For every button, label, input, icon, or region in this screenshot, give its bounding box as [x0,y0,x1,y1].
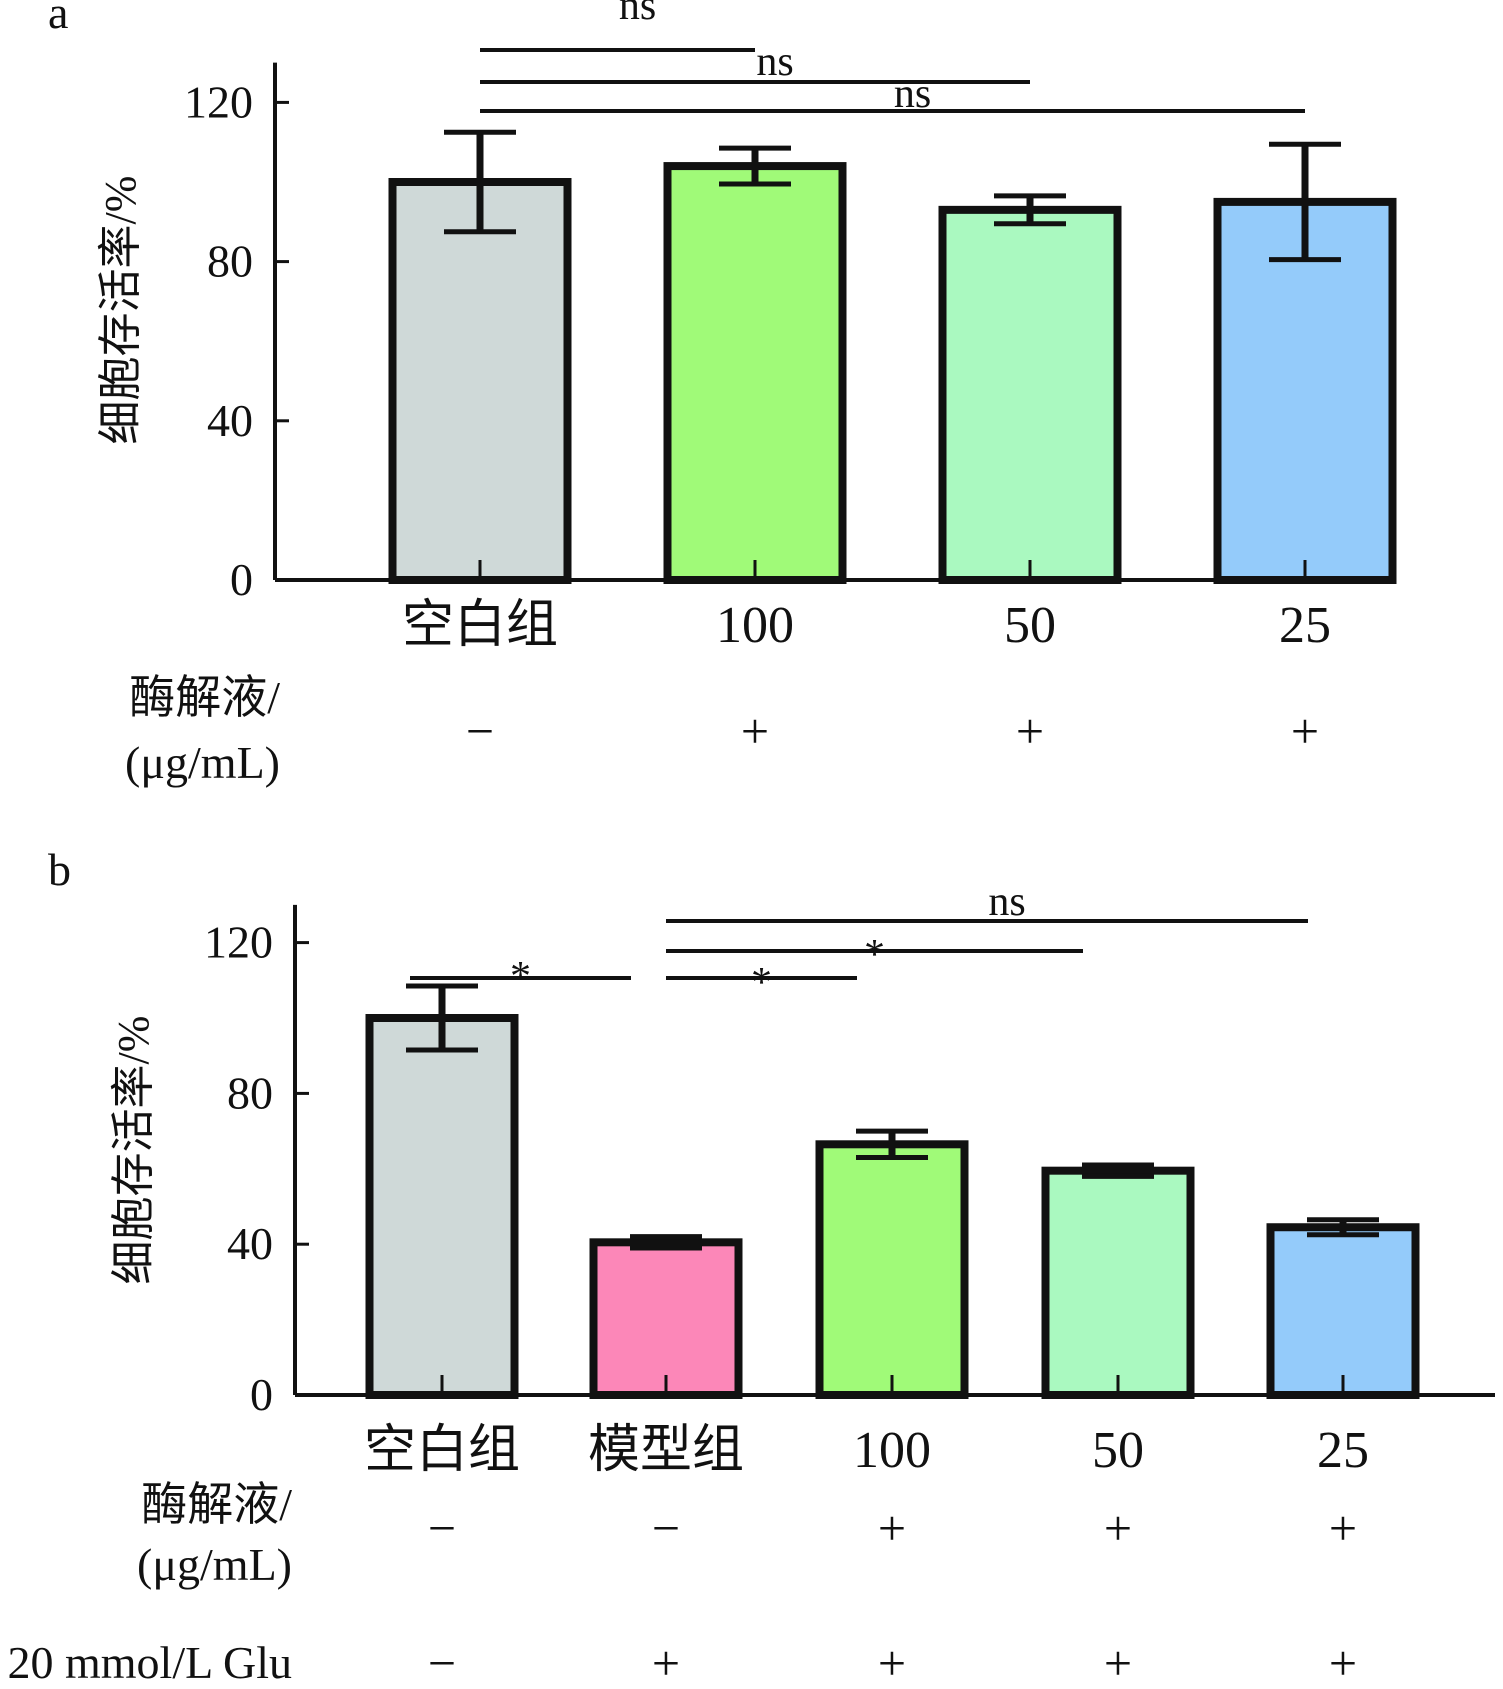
y-tick-label: 80 [207,236,253,287]
y-tick-label: 80 [227,1067,273,1118]
category-label: 空白组 [402,597,558,654]
treatment-sign: + [1104,1635,1132,1689]
y-tick-label: 40 [227,1218,273,1269]
y-tick-label: 40 [207,395,253,446]
category-label: 25 [1317,1422,1369,1479]
bar-2 [938,205,1122,585]
treatment-sign: + [878,1500,906,1556]
treatment-sign: + [878,1635,906,1689]
y-axis-label: 细胞存活率/% [96,176,145,445]
category-label: 100 [853,1422,931,1479]
category-label: 空白组 [364,1422,520,1479]
bar-0 [365,1014,519,1399]
significance-label: ns [988,879,1025,925]
row-label: (μg/mL) [137,1539,292,1590]
category-label: 50 [1004,597,1056,654]
category-label: 50 [1092,1422,1144,1479]
treatment-sign: + [1016,703,1044,759]
significance-label: ns [756,39,793,85]
category-label: 100 [716,597,794,654]
y-tick-label: 120 [184,76,253,127]
y-axis-label: 细胞存活率/% [109,1016,158,1285]
row-label: 酶解液/ [129,672,280,723]
category-label: 模型组 [588,1422,744,1479]
bar-3 [1041,1166,1195,1400]
treatment-sign: − [428,1635,456,1689]
y-tick-label: 0 [230,554,253,605]
row-label: (μg/mL) [125,737,280,788]
significance-label: * [751,960,772,1006]
treatment-sign: − [428,1500,456,1556]
treatment-sign: + [1104,1500,1132,1556]
treatment-sign: − [466,703,494,759]
treatment-sign: + [1329,1500,1357,1556]
panel-b-label: b [48,844,71,895]
category-label: 25 [1279,597,1331,654]
y-tick-label: 120 [204,917,273,968]
treatment-sign: + [1291,703,1319,759]
significance-label: ns [894,71,931,117]
bar-0 [388,178,572,584]
treatment-sign: − [652,1500,680,1556]
bar-2 [815,1140,969,1400]
row-label: 酶解液/ [141,1479,292,1530]
treatment-sign: + [741,703,769,759]
significance-label: ns [619,0,656,29]
row-label: 20 mmol/L Glu [7,1637,292,1688]
bar-1 [663,162,847,585]
y-tick-label: 0 [250,1369,273,1420]
significance-label: * [510,954,531,1000]
treatment-sign: + [652,1635,680,1689]
treatment-sign: + [1329,1635,1357,1689]
bar-1 [589,1238,743,1399]
panel-a-label: a [48,0,68,38]
bar-4 [1266,1223,1420,1399]
significance-label: * [864,932,885,978]
